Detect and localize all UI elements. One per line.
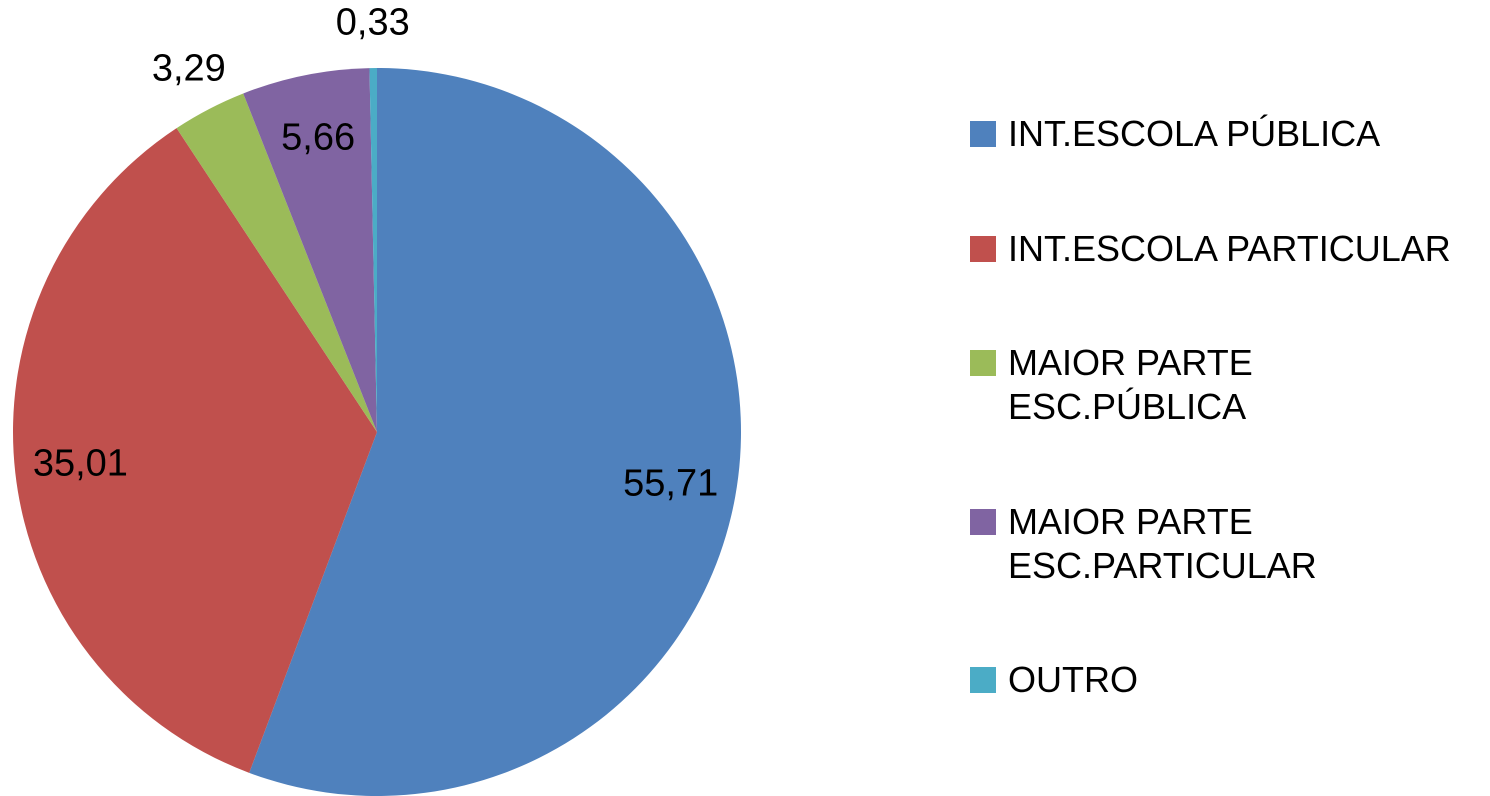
pie-slice [243,68,377,432]
pie-slice [12,128,377,773]
legend-label: INT.ESCOLA PARTICULAR [1008,227,1451,269]
legend-entry: MAIOR PARTE ESC.PÚBLICA [970,341,1478,429]
legend-entry: MAIOR PARTE ESC.PARTICULAR [970,500,1478,588]
pie-slice [369,68,377,432]
legend-swatch [970,121,996,147]
legend-entry: OUTRO [970,658,1478,702]
legend-entry: INT.ESCOLA PÚBLICA [970,112,1478,156]
legend-entry: INT.ESCOLA PARTICULAR [970,227,1478,271]
legend-label: MAIOR PARTE ESC.PARTICULAR [1008,500,1317,586]
legend-swatch [970,667,996,693]
data-label: 0,33 [336,1,410,43]
legend-swatch [970,508,996,535]
legend: INT.ESCOLA PÚBLICA INT.ESCOLA PARTICULAR M… [970,112,1478,702]
legend-swatch [970,235,996,262]
data-label: 35,01 [33,442,128,484]
pie-slice [176,93,377,432]
data-label: 55,71 [623,462,718,504]
data-label: 3,29 [152,47,226,89]
legend-swatch [970,350,996,376]
pie-slice [249,68,742,796]
legend-label: INT.ESCOLA PÚBLICA [1008,113,1381,154]
data-label: 5,66 [281,116,355,158]
legend-label: OUTRO [1008,659,1138,700]
legend-label: MAIOR PARTE ESC.PÚBLICA [1008,342,1253,427]
